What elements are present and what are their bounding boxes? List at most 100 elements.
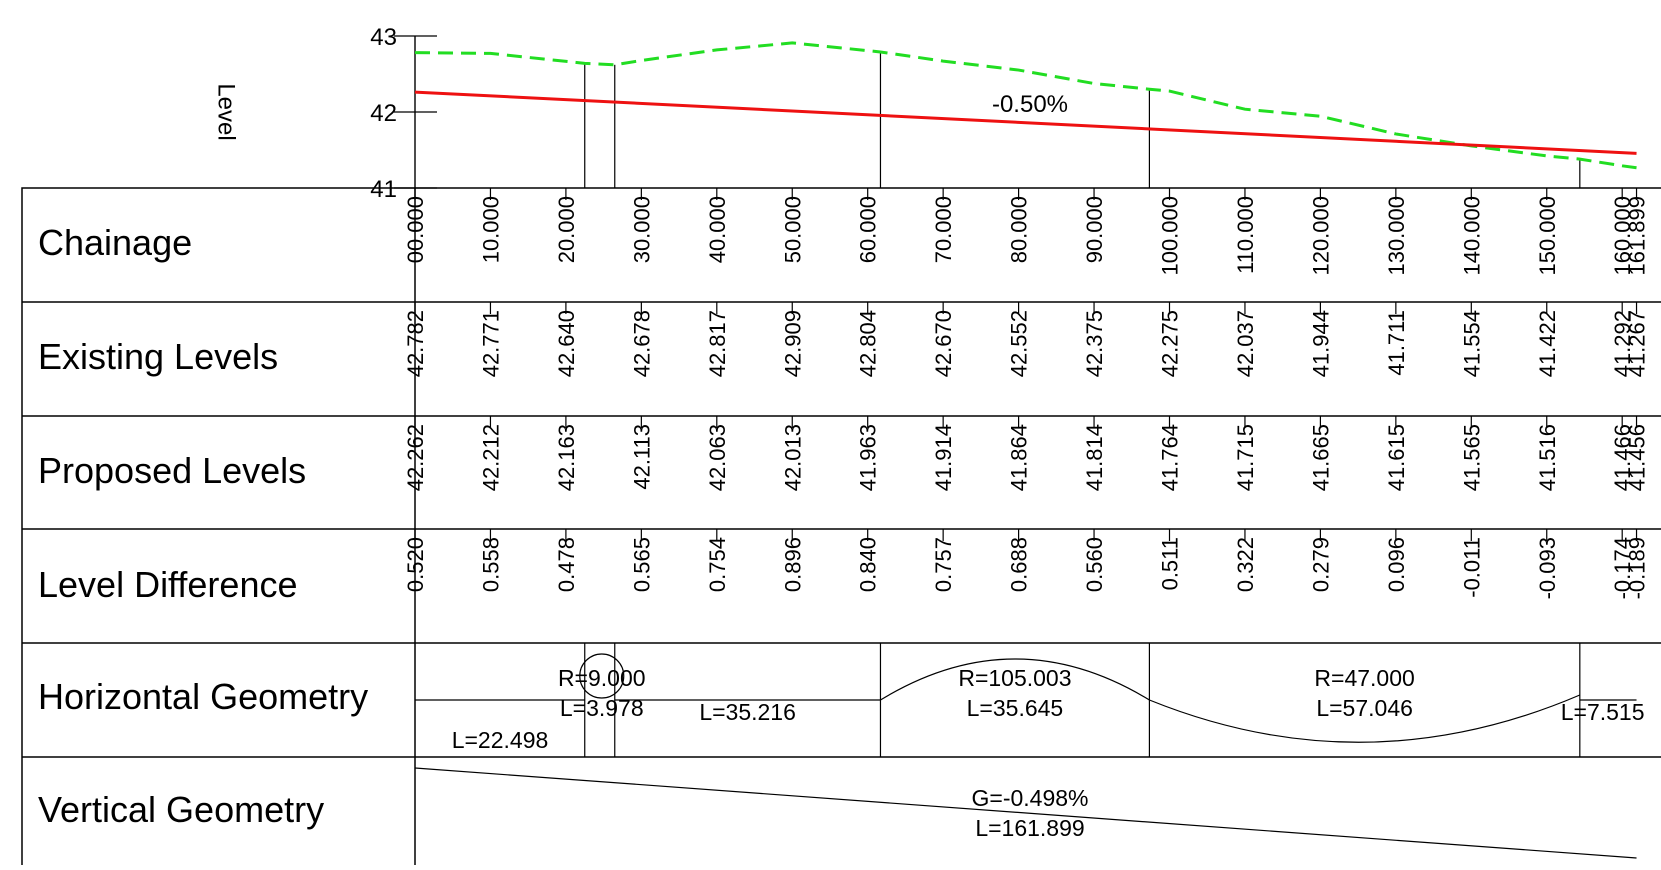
band-table: Chainage Existing Levels Proposed Levels… [21, 187, 1661, 870]
y-axis-label: Level [213, 83, 240, 140]
vertical-geometry-length: L=161.899 [975, 815, 1084, 841]
hgeo-arc-length-3: L=35.645 [967, 695, 1064, 721]
band-value-2-16: 41.466 [1610, 424, 1635, 491]
proposed-levels-line [414, 90, 1637, 155]
band-value-1-13: 41.711 [1384, 310, 1409, 376]
y-tick-label-43: 43 [370, 24, 397, 51]
band-value-1-6: 42.804 [856, 310, 881, 377]
band-value-2-3: 42.113 [629, 424, 654, 490]
band-label-proposed-levels: Proposed Levels [38, 450, 306, 491]
band-value-0-8: 80.000 [1007, 196, 1032, 263]
band-value-1-8: 42.552 [1007, 310, 1032, 377]
vertical-geometry-band: G=-0.498% L=161.899 [414, 767, 1637, 859]
band-value-0-16: 160.000 [1610, 196, 1635, 276]
band-value-2-1: 42.212 [478, 424, 503, 491]
band-value-3-0: 0.520 [403, 537, 428, 592]
band-value-3-11: 0.322 [1233, 537, 1258, 592]
geometry-marker-lines [584, 51, 1581, 188]
band-value-3-9: 0.560 [1082, 537, 1107, 592]
band-value-0-7: 70.000 [931, 196, 956, 263]
band-value-2-12: 41.665 [1308, 424, 1333, 491]
band-value-1-3: 42.678 [629, 310, 654, 377]
band-value-0-4: 40.000 [705, 196, 730, 263]
band-value-3-13: 0.096 [1384, 537, 1409, 592]
band-label-vertical-geometry: Vertical Geometry [38, 789, 324, 830]
band-label-level-difference: Level Difference [38, 564, 298, 605]
hgeo-curve-1 [579, 653, 625, 699]
band-label-horizontal-geometry: Horizontal Geometry [38, 676, 368, 717]
band-value-1-16: 41.292 [1610, 310, 1635, 377]
band-value-0-2: 20.000 [554, 196, 579, 263]
hgeo-arc-length-1: L=3.978 [560, 695, 644, 721]
band-value-2-0: 42.262 [403, 424, 428, 491]
band-value-0-13: 130.000 [1384, 196, 1409, 276]
band-value-0-10: 100.000 [1158, 196, 1183, 276]
band-value-3-4: 0.754 [705, 537, 730, 592]
band-value-2-8: 41.864 [1007, 424, 1032, 491]
vertical-geometry-grade-line [414, 767, 1637, 859]
band-value-1-0: 42.782 [403, 310, 428, 377]
band-value-3-15: -0.093 [1535, 537, 1560, 599]
band-value-2-14: 41.565 [1459, 424, 1484, 491]
band-value-3-1: 0.558 [478, 537, 503, 592]
band-value-2-4: 42.063 [705, 424, 730, 491]
band-value-0-11: 110.000 [1233, 196, 1258, 274]
band-value-1-1: 42.771 [478, 310, 503, 377]
band-value-2-6: 41.963 [856, 424, 881, 491]
band-value-1-11: 42.037 [1233, 310, 1258, 377]
band-value-2-2: 42.163 [554, 424, 579, 491]
band-value-1-10: 42.275 [1158, 310, 1183, 377]
hgeo-length-5: L=7.515 [1561, 699, 1645, 725]
band-value-1-9: 42.375 [1082, 310, 1107, 377]
band-value-3-16: -0.174 [1610, 537, 1635, 599]
band-value-1-2: 42.640 [554, 310, 579, 377]
band-value-1-17: 41.267 [1625, 310, 1650, 377]
band-value-0-5: 50.000 [780, 196, 805, 263]
band-value-3-6: 0.840 [856, 537, 881, 592]
existing-levels-line [414, 41, 1637, 170]
band-value-1-5: 42.909 [780, 310, 805, 377]
band-value-2-13: 41.615 [1384, 424, 1409, 491]
hgeo-arc-length-4: L=57.046 [1316, 695, 1413, 721]
vertical-geometry-grade: G=-0.498% [972, 785, 1089, 811]
y-tick-label-41: 41 [370, 176, 397, 203]
band-value-0-0: 00.000 [403, 196, 428, 263]
band-value-3-14: -0.011 [1459, 537, 1484, 598]
band-value-0-14: 140.000 [1459, 196, 1484, 276]
grade-label: -0.50% [992, 91, 1068, 118]
band-value-3-8: 0.688 [1007, 537, 1032, 592]
hgeo-curve-4 [1149, 694, 1581, 743]
hgeo-radius-4: R=47.000 [1314, 665, 1414, 691]
band-value-0-3: 30.000 [629, 196, 654, 263]
band-value-1-7: 42.670 [931, 310, 956, 377]
y-tick-label-42: 42 [370, 100, 397, 127]
band-label-chainage: Chainage [38, 222, 192, 263]
band-value-3-7: 0.757 [931, 537, 956, 592]
band-value-2-10: 41.764 [1158, 424, 1183, 491]
band-value-1-4: 42.817 [705, 310, 730, 377]
band-value-3-2: 0.478 [554, 537, 579, 592]
horizontal-geometry-band: L=22.498 R=9.000 L=3.978 L=35.216 R=105.003 L… [415, 643, 1645, 757]
band-value-3-3: 0.565 [629, 537, 654, 592]
band-table-frame [21, 187, 1661, 870]
band-label-existing-levels: Existing Levels [38, 336, 278, 377]
band-value-0-12: 120.000 [1308, 196, 1333, 276]
hgeo-length-0: L=22.498 [452, 727, 549, 753]
hgeo-radius-1: R=9.000 [558, 665, 646, 691]
band-value-3-10: 0.511 [1158, 537, 1183, 590]
band-value-2-5: 42.013 [780, 424, 805, 491]
band-value-2-7: 41.914 [931, 424, 956, 491]
band-value-2-15: 41.516 [1535, 424, 1560, 491]
band-value-2-17: 41.456 [1625, 424, 1650, 491]
band-value-3-17: -0.189 [1625, 537, 1650, 599]
band-value-1-15: 41.422 [1535, 310, 1560, 377]
hgeo-radius-3: R=105.003 [958, 665, 1071, 691]
band-value-0-6: 60.000 [856, 196, 881, 263]
band-value-1-14: 41.554 [1459, 310, 1484, 377]
band-value-0-1: 10.000 [478, 196, 503, 263]
band-value-2-11: 41.715 [1233, 424, 1258, 491]
band-value-0-15: 150.000 [1535, 196, 1560, 276]
hgeo-length-2: L=35.216 [699, 699, 796, 725]
band-tick-values: 00.000 10.000 20.000 30.000 40.000 50.000 60.0… [403, 188, 1650, 599]
